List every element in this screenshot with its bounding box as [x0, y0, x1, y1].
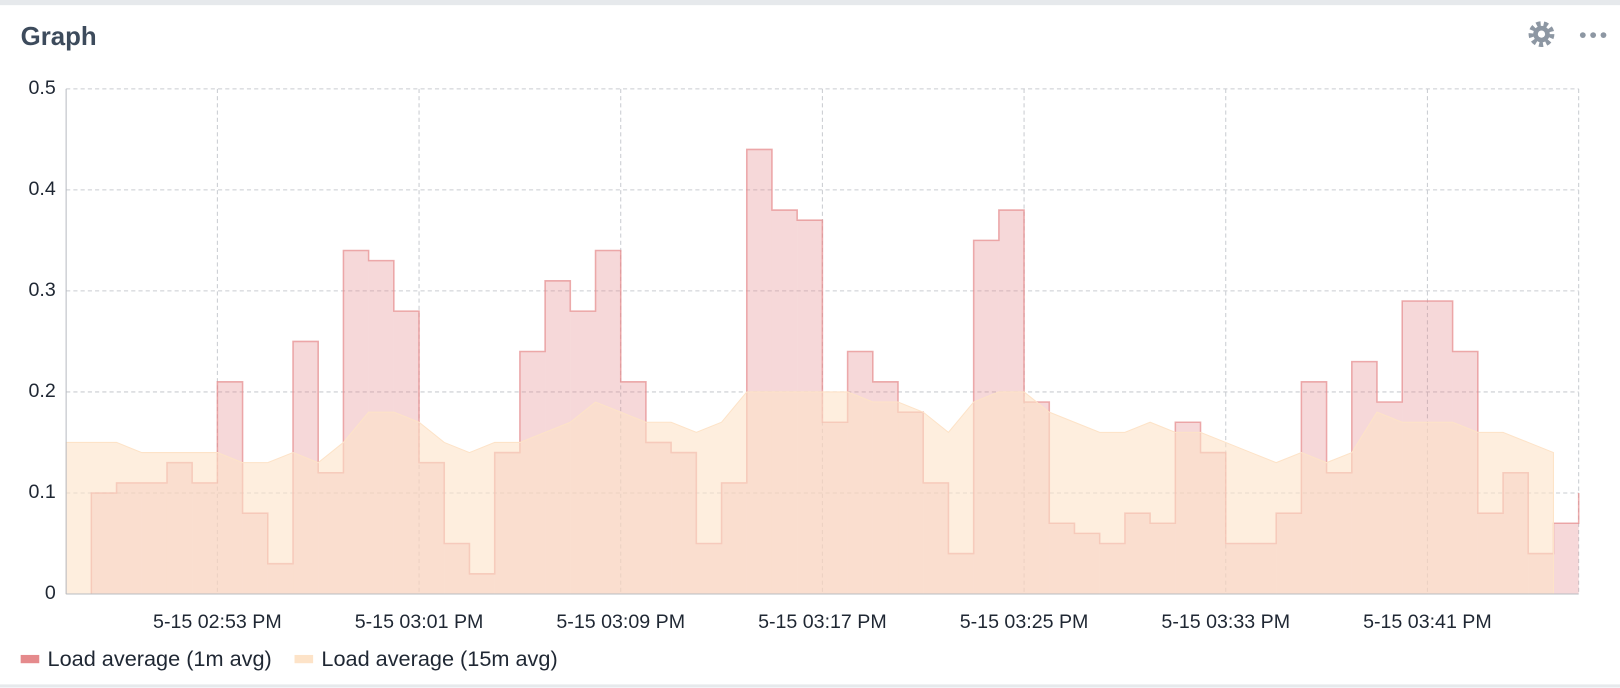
- x-tick-label: 5-15 03:17 PM: [758, 611, 887, 633]
- legend-swatch: [20, 654, 40, 664]
- y-tick-label: 0.5: [29, 77, 56, 99]
- x-tick-label: 5-15 03:41 PM: [1363, 611, 1492, 633]
- legend-label: Load average (1m avg): [48, 646, 272, 671]
- x-tick-label: 5-15 03:25 PM: [960, 611, 1089, 633]
- gear-hole: [1537, 30, 1546, 38]
- y-tick-label: 0.4: [29, 178, 56, 200]
- x-tick-label: 5-15 03:33 PM: [1161, 611, 1290, 633]
- dot: [1579, 32, 1586, 39]
- more-icon[interactable]: [1579, 32, 1607, 39]
- y-tick-label: 0: [45, 582, 56, 604]
- dot: [1590, 32, 1597, 39]
- x-tick-label: 5-15 02:53 PM: [153, 611, 282, 633]
- area: [65, 391, 1554, 595]
- legend-swatch: [294, 654, 314, 664]
- gear-teeth: [1528, 21, 1555, 48]
- top-band: [0, 0, 1620, 6]
- y-tick-label: 0.2: [29, 380, 56, 402]
- legend-label: Load average (15m avg): [321, 646, 557, 671]
- step-bar: [1553, 523, 1579, 594]
- panel-title: Graph: [21, 23, 97, 51]
- settings-icon[interactable]: [1528, 21, 1555, 48]
- x-tick-label: 5-15 03:09 PM: [556, 611, 685, 633]
- y-tick-label: 0.1: [29, 481, 56, 503]
- dot: [1600, 32, 1607, 39]
- y-tick-label: 0.3: [29, 279, 56, 301]
- x-tick-label: 5-15 03:01 PM: [355, 611, 484, 633]
